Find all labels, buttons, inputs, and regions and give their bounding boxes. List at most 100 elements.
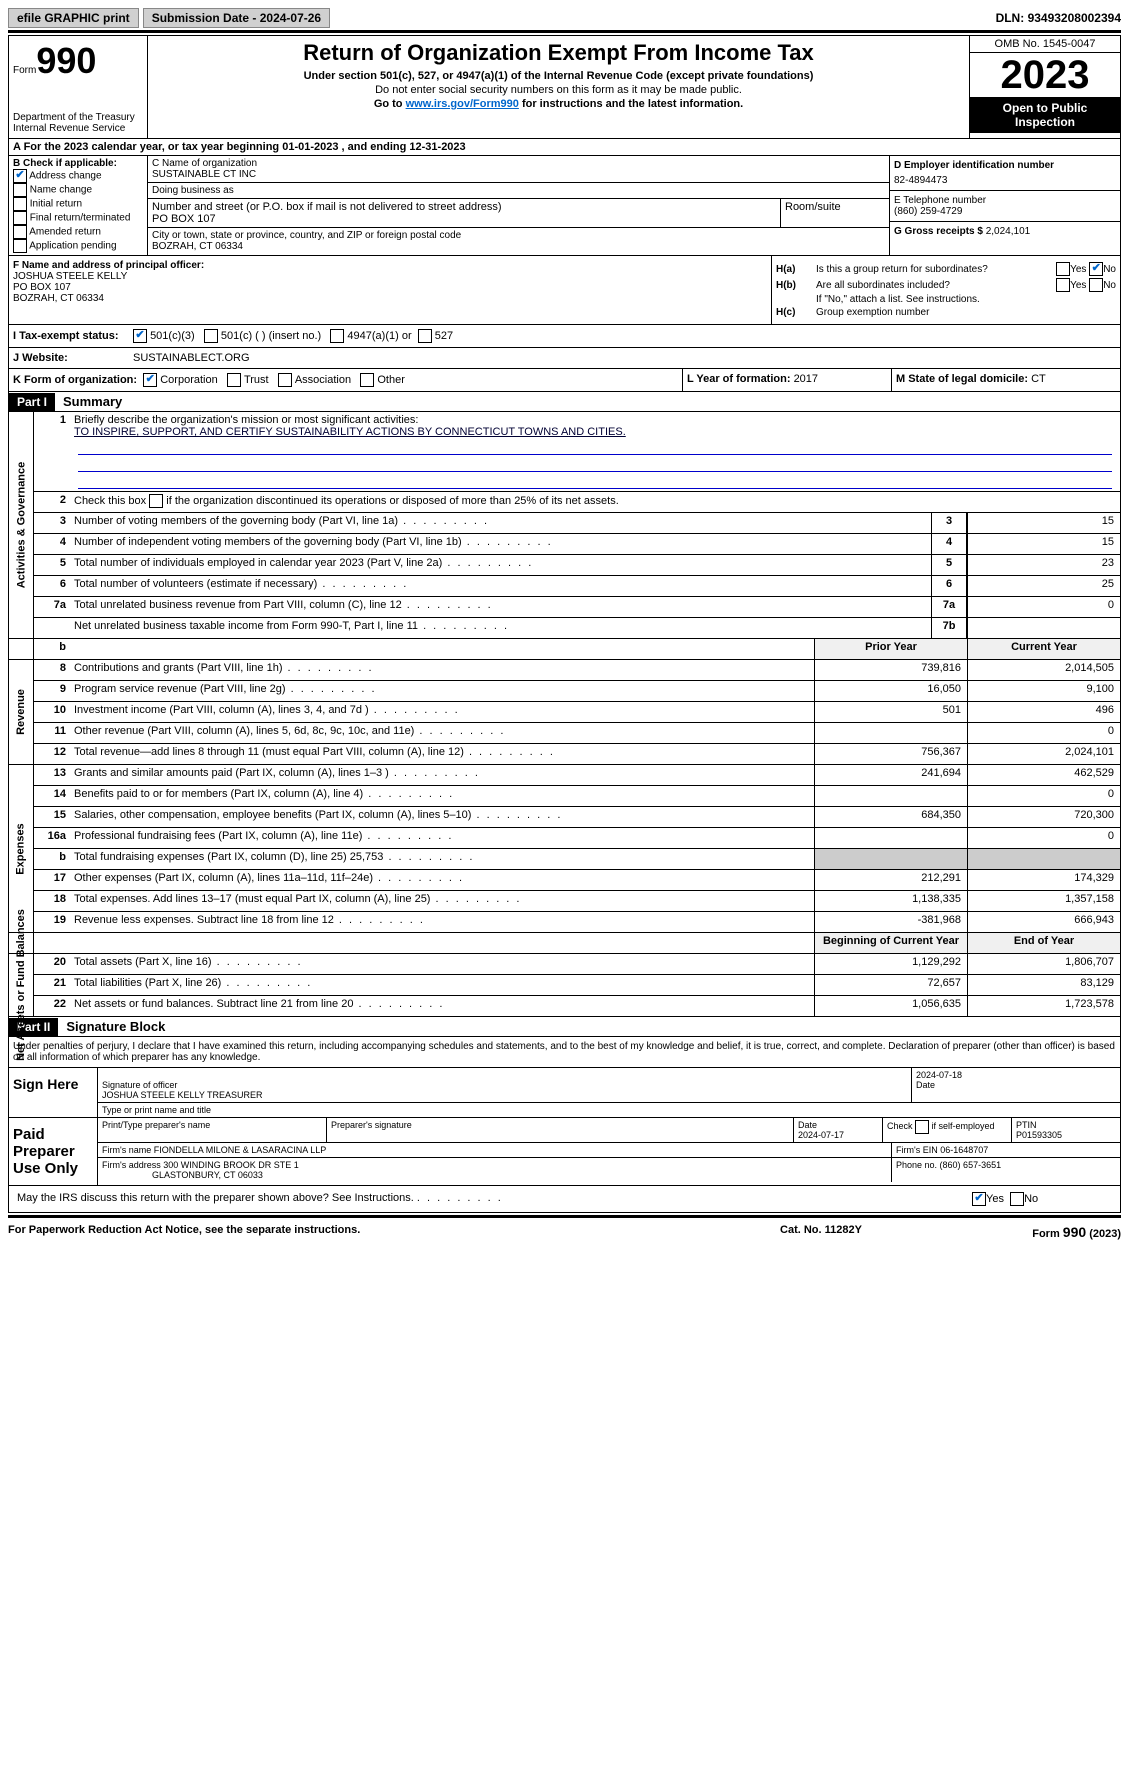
line1-label: Briefly describe the organization's miss… [74,414,418,426]
ha-yes-checkbox[interactable] [1056,262,1070,276]
opt-501c3: 501(c)(3) [150,330,195,342]
paid-preparer-row: Paid Preparer Use Only Print/Type prepar… [9,1117,1120,1185]
row-k-form-org: K Form of organization: Corporation Trus… [9,369,683,391]
chk-other[interactable] [360,373,374,387]
part-i-header: Part I Summary [8,392,1121,412]
chk-self-employed[interactable] [915,1120,929,1134]
no-label: No [1024,1193,1038,1205]
chk-initial-return[interactable]: Initial return [13,197,143,211]
discuss-yes-checkbox[interactable] [972,1192,986,1206]
summary-line: 22Net assets or fund balances. Subtract … [34,996,1120,1016]
vside-revenue: Revenue [9,660,34,764]
chk-application-pending[interactable]: Application pending [13,239,143,253]
summary-line: 14Benefits paid to or for members (Part … [34,786,1120,807]
form-number: 990 [36,40,96,81]
vside-label: Activities & Governance [15,462,27,589]
summary-line: 12Total revenue—add lines 8 through 11 (… [34,744,1120,764]
paid-preparer-label: Paid Preparer Use Only [9,1118,98,1185]
col-f-officer: F Name and address of principal officer:… [9,256,772,324]
chk-4947[interactable] [330,329,344,343]
hdr-prior: Prior Year [814,639,967,659]
ha-line: H(a) Is this a group return for subordin… [776,262,1116,276]
open-to-public: Open to Public Inspection [970,97,1120,133]
discuss-row: May the IRS discuss this return with the… [9,1185,1120,1212]
discuss-no-checkbox[interactable] [1010,1192,1024,1206]
part-ii-title: Signature Block [58,1017,173,1036]
no-label: No [1103,264,1116,275]
chk-association[interactable] [278,373,292,387]
chk-501c3[interactable] [133,329,147,343]
chk-501c[interactable] [204,329,218,343]
city: BOZRAH, CT 06334 [152,241,885,252]
phone: (860) 259-4729 [894,206,1116,217]
gross-label: G Gross receipts $ [894,226,986,237]
ha-no-checkbox[interactable] [1089,262,1103,276]
page-footer: For Paperwork Reduction Act Notice, see … [8,1220,1121,1244]
prep-line-2: Firm's name FIONDELLA MILONE & LASARACIN… [98,1143,1120,1158]
chk-corporation[interactable] [143,373,157,387]
officer-label: F Name and address of principal officer: [13,260,767,271]
chk-amended-return[interactable]: Amended return [13,225,143,239]
hb-line: H(b) Are all subordinates included? Yes … [776,278,1116,292]
dln: DLN: 93493208002394 [996,11,1121,25]
firm-name-label: Firm's name [102,1145,154,1155]
chk-name-change[interactable]: Name change [13,183,143,197]
summary-line: 17Other expenses (Part IX, column (A), l… [34,870,1120,891]
hb-yes-checkbox[interactable] [1056,278,1070,292]
officer-city: BOZRAH, CT 06334 [13,293,767,304]
firm-ein: 06-1648707 [940,1145,988,1155]
row-k-label: K Form of organization: [13,374,137,386]
summary-line: 6Total number of volunteers (estimate if… [34,576,1120,597]
opt-corp: Corporation [160,374,217,386]
form-word: Form [13,65,36,76]
hb-no-checkbox[interactable] [1089,278,1103,292]
sig-date-label: Date [916,1080,935,1090]
submission-label: Submission Date - [152,11,260,25]
revenue-body: 8Contributions and grants (Part VIII, li… [34,660,1120,764]
opt-trust: Trust [244,374,269,386]
yes-label: Yes [1070,264,1086,275]
org-name-label: C Name of organization [152,158,885,169]
prep-name-label: Print/Type preparer's name [98,1118,327,1142]
chk-527[interactable] [418,329,432,343]
form-subtitle-1: Under section 501(c), 527, or 4947(a)(1)… [156,70,961,82]
prep-line-1: Print/Type preparer's name Preparer's si… [98,1118,1120,1143]
efile-print-button[interactable]: efile GRAPHIC print [8,8,139,28]
summary-line: 4Number of independent voting members of… [34,534,1120,555]
netassets-body: 20Total assets (Part X, line 16)1,129,29… [34,954,1120,1016]
chk-label: Initial return [30,199,82,210]
ha-label: H(a) [776,264,816,275]
col-b-checkboxes: B Check if applicable: Address change Na… [9,156,148,255]
chk-label: Amended return [29,227,101,238]
summary-line: 11Other revenue (Part VIII, column (A), … [34,723,1120,744]
row-a-begin: 01-01-2023 [282,141,338,153]
summary-line: bTotal fundraising expenses (Part IX, co… [34,849,1120,870]
row-j-website: J Website: SUSTAINABLECT.ORG [8,348,1121,369]
irs-link[interactable]: www.irs.gov/Form990 [406,98,519,110]
summary-line: 16aProfessional fundraising fees (Part I… [34,828,1120,849]
line-2: 2 Check this box if the organization dis… [34,492,1120,513]
submission-date: 2024-07-26 [260,11,321,25]
dln-value: 93493208002394 [1028,11,1121,25]
checkbox-icon [13,211,27,225]
chk-label: Application pending [29,241,116,252]
hb-note-line: If "No," attach a list. See instructions… [776,294,1116,305]
prep-date-label: Date [798,1120,817,1130]
chk-final-return[interactable]: Final return/terminated [13,211,143,225]
chk-trust[interactable] [227,373,241,387]
chk-discontinued[interactable] [149,494,163,508]
summary-line: 10Investment income (Part VIII, column (… [34,702,1120,723]
opt-501c: 501(c) ( ) (insert no.) [221,330,321,342]
form-subtitle-3: Go to www.irs.gov/Form990 for instructio… [156,98,961,110]
sig-officer-label: Signature of officer [102,1080,177,1090]
summary-line: Net unrelated business taxable income fr… [34,618,1120,638]
expenses-body: 13Grants and similar amounts paid (Part … [34,765,1120,932]
l-value: 2017 [794,373,818,385]
website-value: SUSTAINABLECT.ORG [133,352,250,364]
m-label: M State of legal domicile: [896,373,1031,385]
prior-current-header: b Prior Year Current Year [34,639,1120,659]
chk-address-change[interactable]: Address change [13,169,143,183]
opt-other: Other [377,374,405,386]
ein-label: D Employer identification number [894,160,1116,171]
hdr-end: End of Year [967,933,1120,953]
